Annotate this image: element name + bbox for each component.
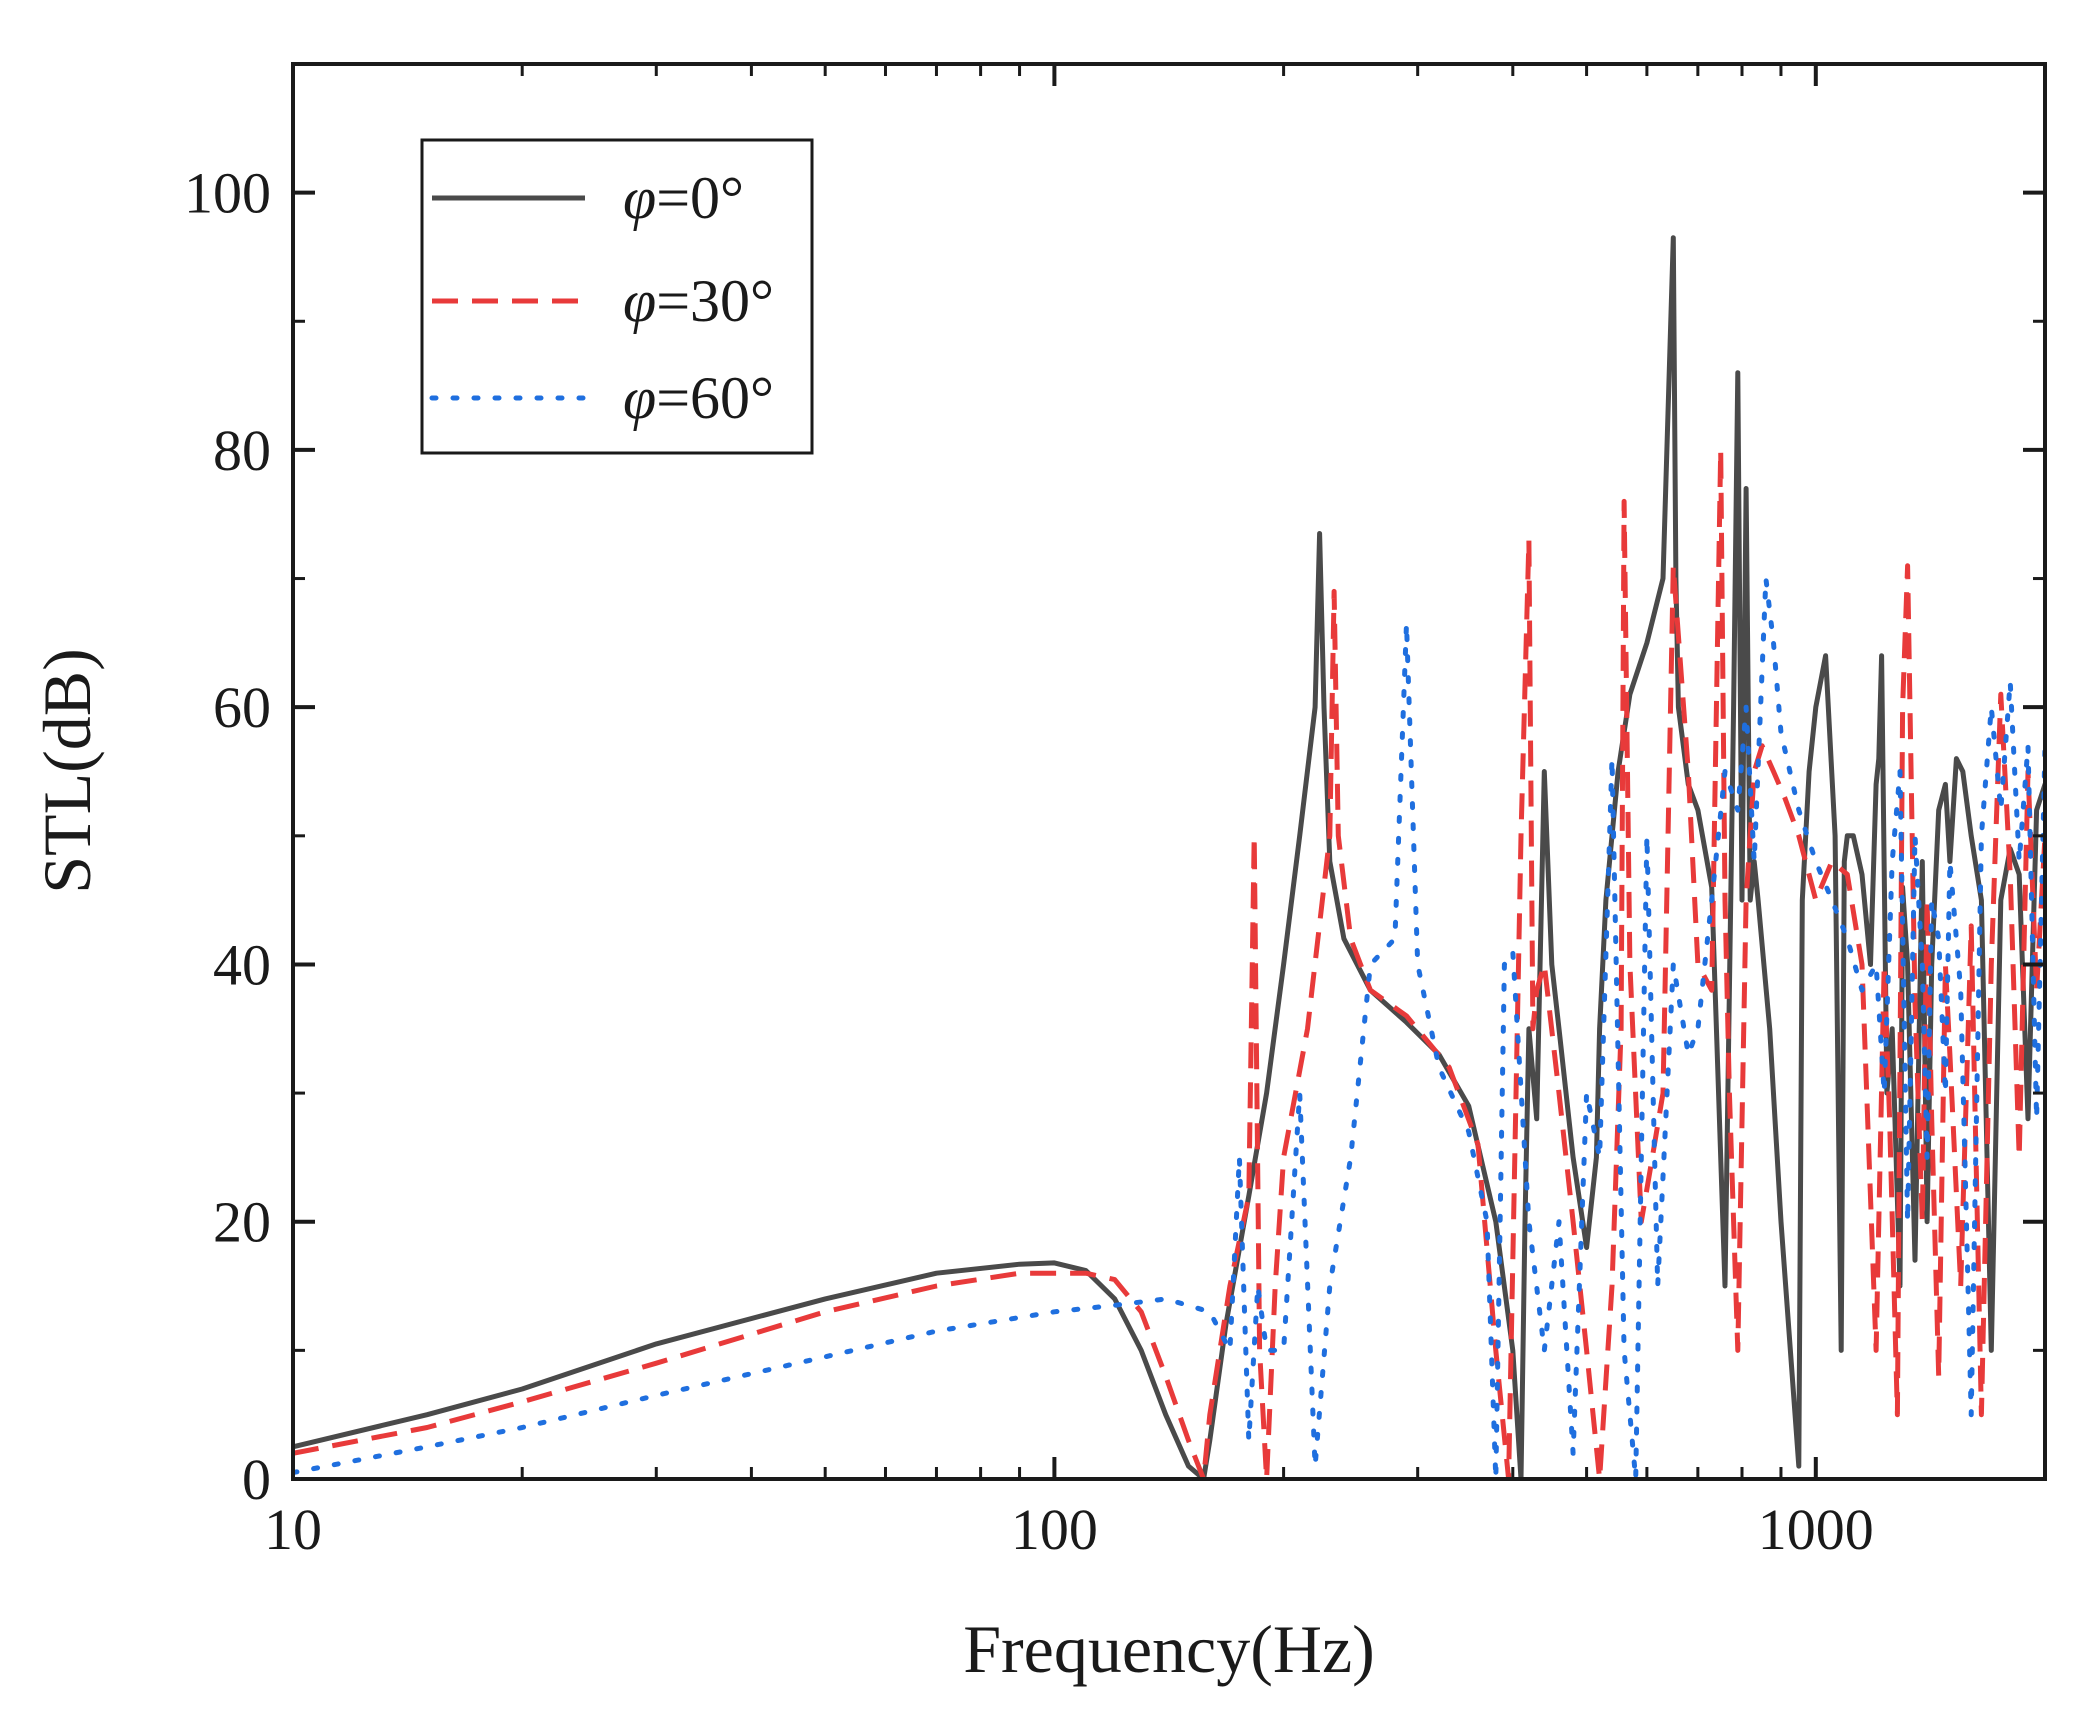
y-tick-label: 40 [213,932,271,997]
series-layer [293,235,2045,1479]
legend-symbol-1: φ [623,268,656,334]
legend-label-2: φ=60° [623,365,774,431]
x-tick-label: 10 [264,1497,322,1562]
y-tick-label: 100 [184,161,271,226]
legend-text-2: =60° [656,365,774,431]
x-tick-label: 1000 [1758,1497,1874,1562]
legend-text-0: =0° [656,165,744,231]
legend-frame [420,138,814,455]
legend-symbol-0: φ [623,165,656,231]
y-tick-label: 0 [242,1447,271,1512]
y-tick-label: 80 [213,418,271,483]
legend-symbol-2: φ [623,365,656,431]
x-tick-label: 100 [1011,1497,1098,1562]
legend-text-1: =30° [656,268,774,334]
legend-label-0: φ=0° [623,165,744,231]
legend: φ=0° φ=30° φ=60° [420,138,814,455]
legend-label-1: φ=30° [623,268,774,334]
y-axis-title: STL(dB) [29,648,105,894]
tick-layer: 0 20 40 60 80 100 10 100 1000 [184,62,2047,1562]
y-tick-label: 20 [213,1190,271,1255]
series-line-1 [293,447,2045,1479]
y-tick-label: 60 [213,675,271,740]
plot-frame [291,62,2047,1481]
x-axis-title: Frequency(Hz) [963,1611,1375,1687]
